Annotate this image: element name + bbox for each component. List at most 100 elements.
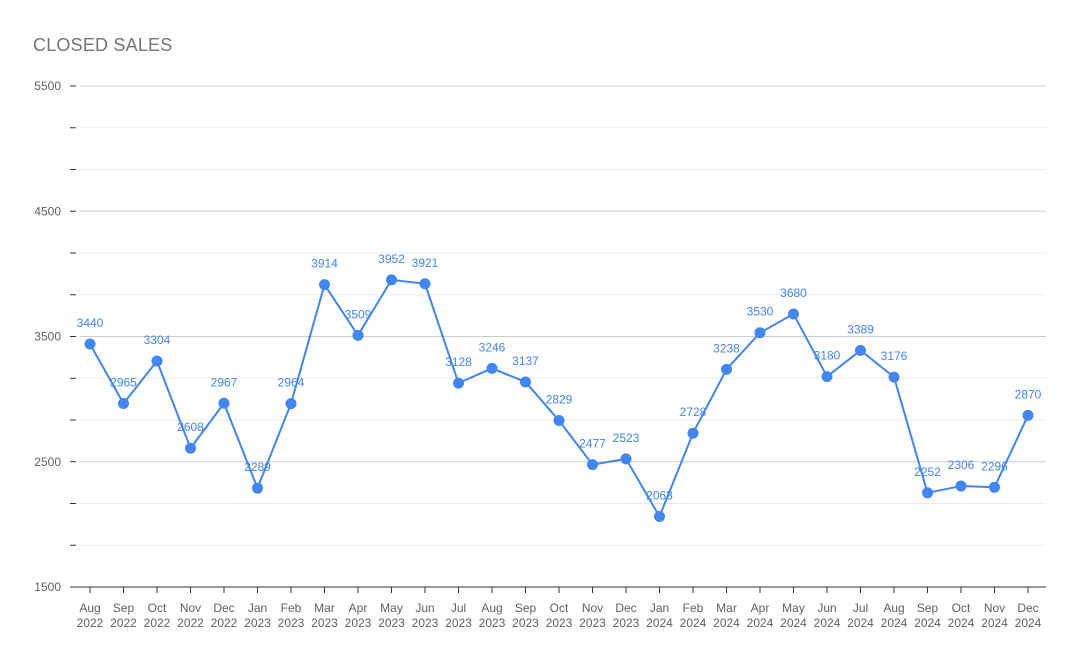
data-point[interactable] (84, 338, 96, 350)
data-label: 3389 (847, 322, 874, 336)
x-tick-label: Jun 2023 (412, 601, 439, 630)
x-tick-month: Jul (853, 601, 868, 615)
x-tick-month: May (782, 601, 805, 615)
data-label: 2965 (110, 376, 137, 390)
x-tick-month: Apr (751, 601, 770, 615)
x-tick-label: Oct 2022 (144, 601, 171, 630)
x-tick-label: Nov 2024 (981, 601, 1008, 630)
data-label: 2252 (914, 465, 941, 479)
x-tick-year: 2024 (713, 616, 740, 630)
data-point[interactable] (553, 415, 565, 427)
data-point[interactable] (922, 487, 933, 499)
x-tick-label: May 2023 (378, 601, 405, 630)
data-point[interactable] (687, 427, 699, 439)
x-tick-year: 2024 (814, 616, 841, 630)
x-tick-month: Nov (582, 601, 603, 615)
data-point[interactable] (955, 480, 967, 492)
x-tick-month: Dec (1017, 601, 1038, 615)
x-tick-month: Aug (883, 601, 904, 615)
data-point[interactable] (486, 362, 498, 374)
y-tick-label: 2500 (34, 455, 61, 469)
data-point[interactable] (1022, 409, 1034, 421)
x-tick-year: 2022 (211, 616, 238, 630)
x-tick-label: Nov 2023 (579, 601, 606, 630)
y-tick-label: 5500 (34, 79, 61, 93)
x-tick-label: Sep 2022 (110, 601, 137, 630)
x-tick-year: 2024 (981, 616, 1008, 630)
data-label: 3530 (747, 305, 774, 319)
x-tick-month: Nov (984, 601, 1005, 615)
data-point[interactable] (620, 453, 632, 465)
data-label: 2608 (177, 420, 204, 434)
x-tick-label: Feb 2024 (680, 601, 707, 630)
x-tick-year: 2022 (144, 616, 171, 630)
x-tick-year: 2024 (646, 616, 673, 630)
x-tick-month: Aug (481, 601, 502, 615)
x-tick-month: Dec (213, 601, 234, 615)
data-label: 3238 (713, 341, 740, 355)
data-point[interactable] (821, 371, 833, 383)
data-point[interactable] (218, 397, 230, 409)
y-tick-label: 1500 (34, 580, 61, 594)
x-tick-year: 2023 (512, 616, 539, 630)
x-tick-year: 2023 (579, 616, 606, 630)
data-label: 2964 (278, 376, 305, 390)
data-point[interactable] (151, 355, 163, 367)
data-point[interactable] (319, 279, 330, 291)
x-tick-month: Sep (917, 601, 939, 615)
x-tick-label: Sep 2024 (914, 601, 941, 630)
x-tick-label: Jun 2024 (814, 601, 841, 630)
data-label: 2829 (546, 393, 573, 407)
data-label: 3952 (378, 252, 405, 266)
data-label: 2870 (1015, 387, 1042, 401)
gridlines (80, 85, 1046, 546)
data-point[interactable] (855, 344, 866, 356)
x-tick-year: 2024 (1015, 616, 1042, 630)
data-point[interactable] (888, 371, 900, 383)
x-tick-label: Dec 2024 (1015, 601, 1042, 630)
x-tick-label: Apr 2023 (345, 601, 372, 630)
data-point[interactable] (386, 274, 397, 286)
x-tick-month: Mar (716, 601, 737, 615)
x-tick-label: Aug 2022 (77, 601, 104, 630)
data-point[interactable] (285, 398, 297, 410)
x-tick-year: 2023 (278, 616, 305, 630)
data-point[interactable] (754, 327, 766, 339)
data-point[interactable] (118, 398, 129, 410)
data-point[interactable] (419, 278, 431, 290)
x-tick-month: Dec (615, 601, 636, 615)
x-tick-label: Sep 2023 (512, 601, 539, 630)
x-tick-label: Feb 2023 (278, 601, 305, 630)
x-tick-label: Apr 2024 (747, 601, 774, 630)
data-label: 3246 (479, 340, 506, 354)
x-tick-year: 2023 (378, 616, 405, 630)
data-point[interactable] (185, 442, 196, 454)
data-point[interactable] (587, 459, 598, 471)
x-tick-year: 2023 (311, 616, 338, 630)
data-label: 3304 (144, 333, 171, 347)
x-tick-year: 2022 (110, 616, 137, 630)
data-points (84, 274, 1034, 522)
data-point[interactable] (654, 510, 665, 522)
data-point[interactable] (252, 482, 263, 494)
x-tick-year: 2022 (177, 616, 204, 630)
x-tick-label: Aug 2023 (479, 601, 506, 630)
data-point[interactable] (352, 329, 364, 341)
x-tick-month: Jun (415, 601, 434, 615)
data-point[interactable] (721, 363, 732, 375)
data-point[interactable] (520, 376, 531, 388)
x-tick-label: Nov 2022 (177, 601, 204, 630)
data-point[interactable] (453, 377, 464, 389)
data-label: 3914 (311, 257, 338, 271)
data-point[interactable] (788, 308, 799, 320)
x-tick-label: Mar 2024 (713, 601, 740, 630)
x-tick-month: Oct (148, 601, 167, 615)
x-tick-year: 2023 (546, 616, 573, 630)
x-tick-month: Apr (349, 601, 368, 615)
x-tick-label: Jan 2023 (244, 601, 271, 630)
x-tick-label: Jul 2024 (847, 601, 874, 630)
data-point[interactable] (989, 481, 1000, 493)
x-tick-label: Oct 2023 (546, 601, 573, 630)
x-tick-year: 2024 (948, 616, 975, 630)
